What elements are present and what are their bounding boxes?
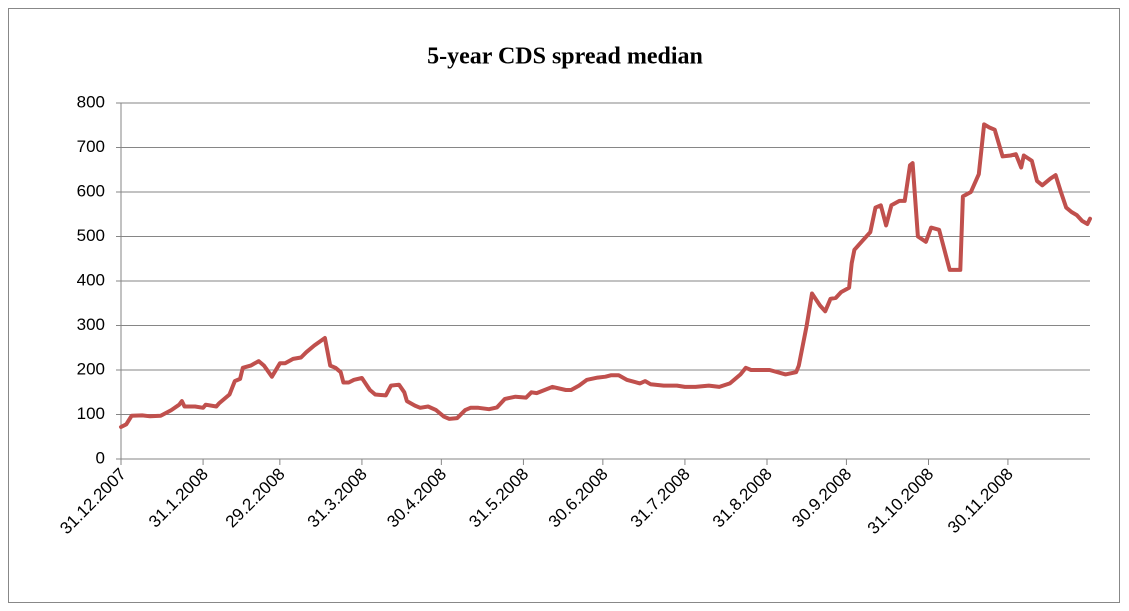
y-tick-label: 0 bbox=[96, 448, 105, 467]
chart-frame bbox=[8, 8, 1120, 603]
y-tick-label: 100 bbox=[77, 404, 105, 423]
chart-title: 5-year CDS spread median bbox=[427, 44, 703, 70]
y-tick-label: 700 bbox=[77, 137, 105, 156]
y-tick-label: 800 bbox=[77, 92, 105, 111]
y-tick-label: 500 bbox=[77, 226, 105, 245]
y-tick-label: 200 bbox=[77, 359, 105, 378]
y-tick-label: 600 bbox=[77, 181, 105, 200]
y-tick-label: 300 bbox=[77, 315, 105, 334]
data-line bbox=[119, 122, 1092, 429]
y-tick-label: 400 bbox=[77, 270, 105, 289]
